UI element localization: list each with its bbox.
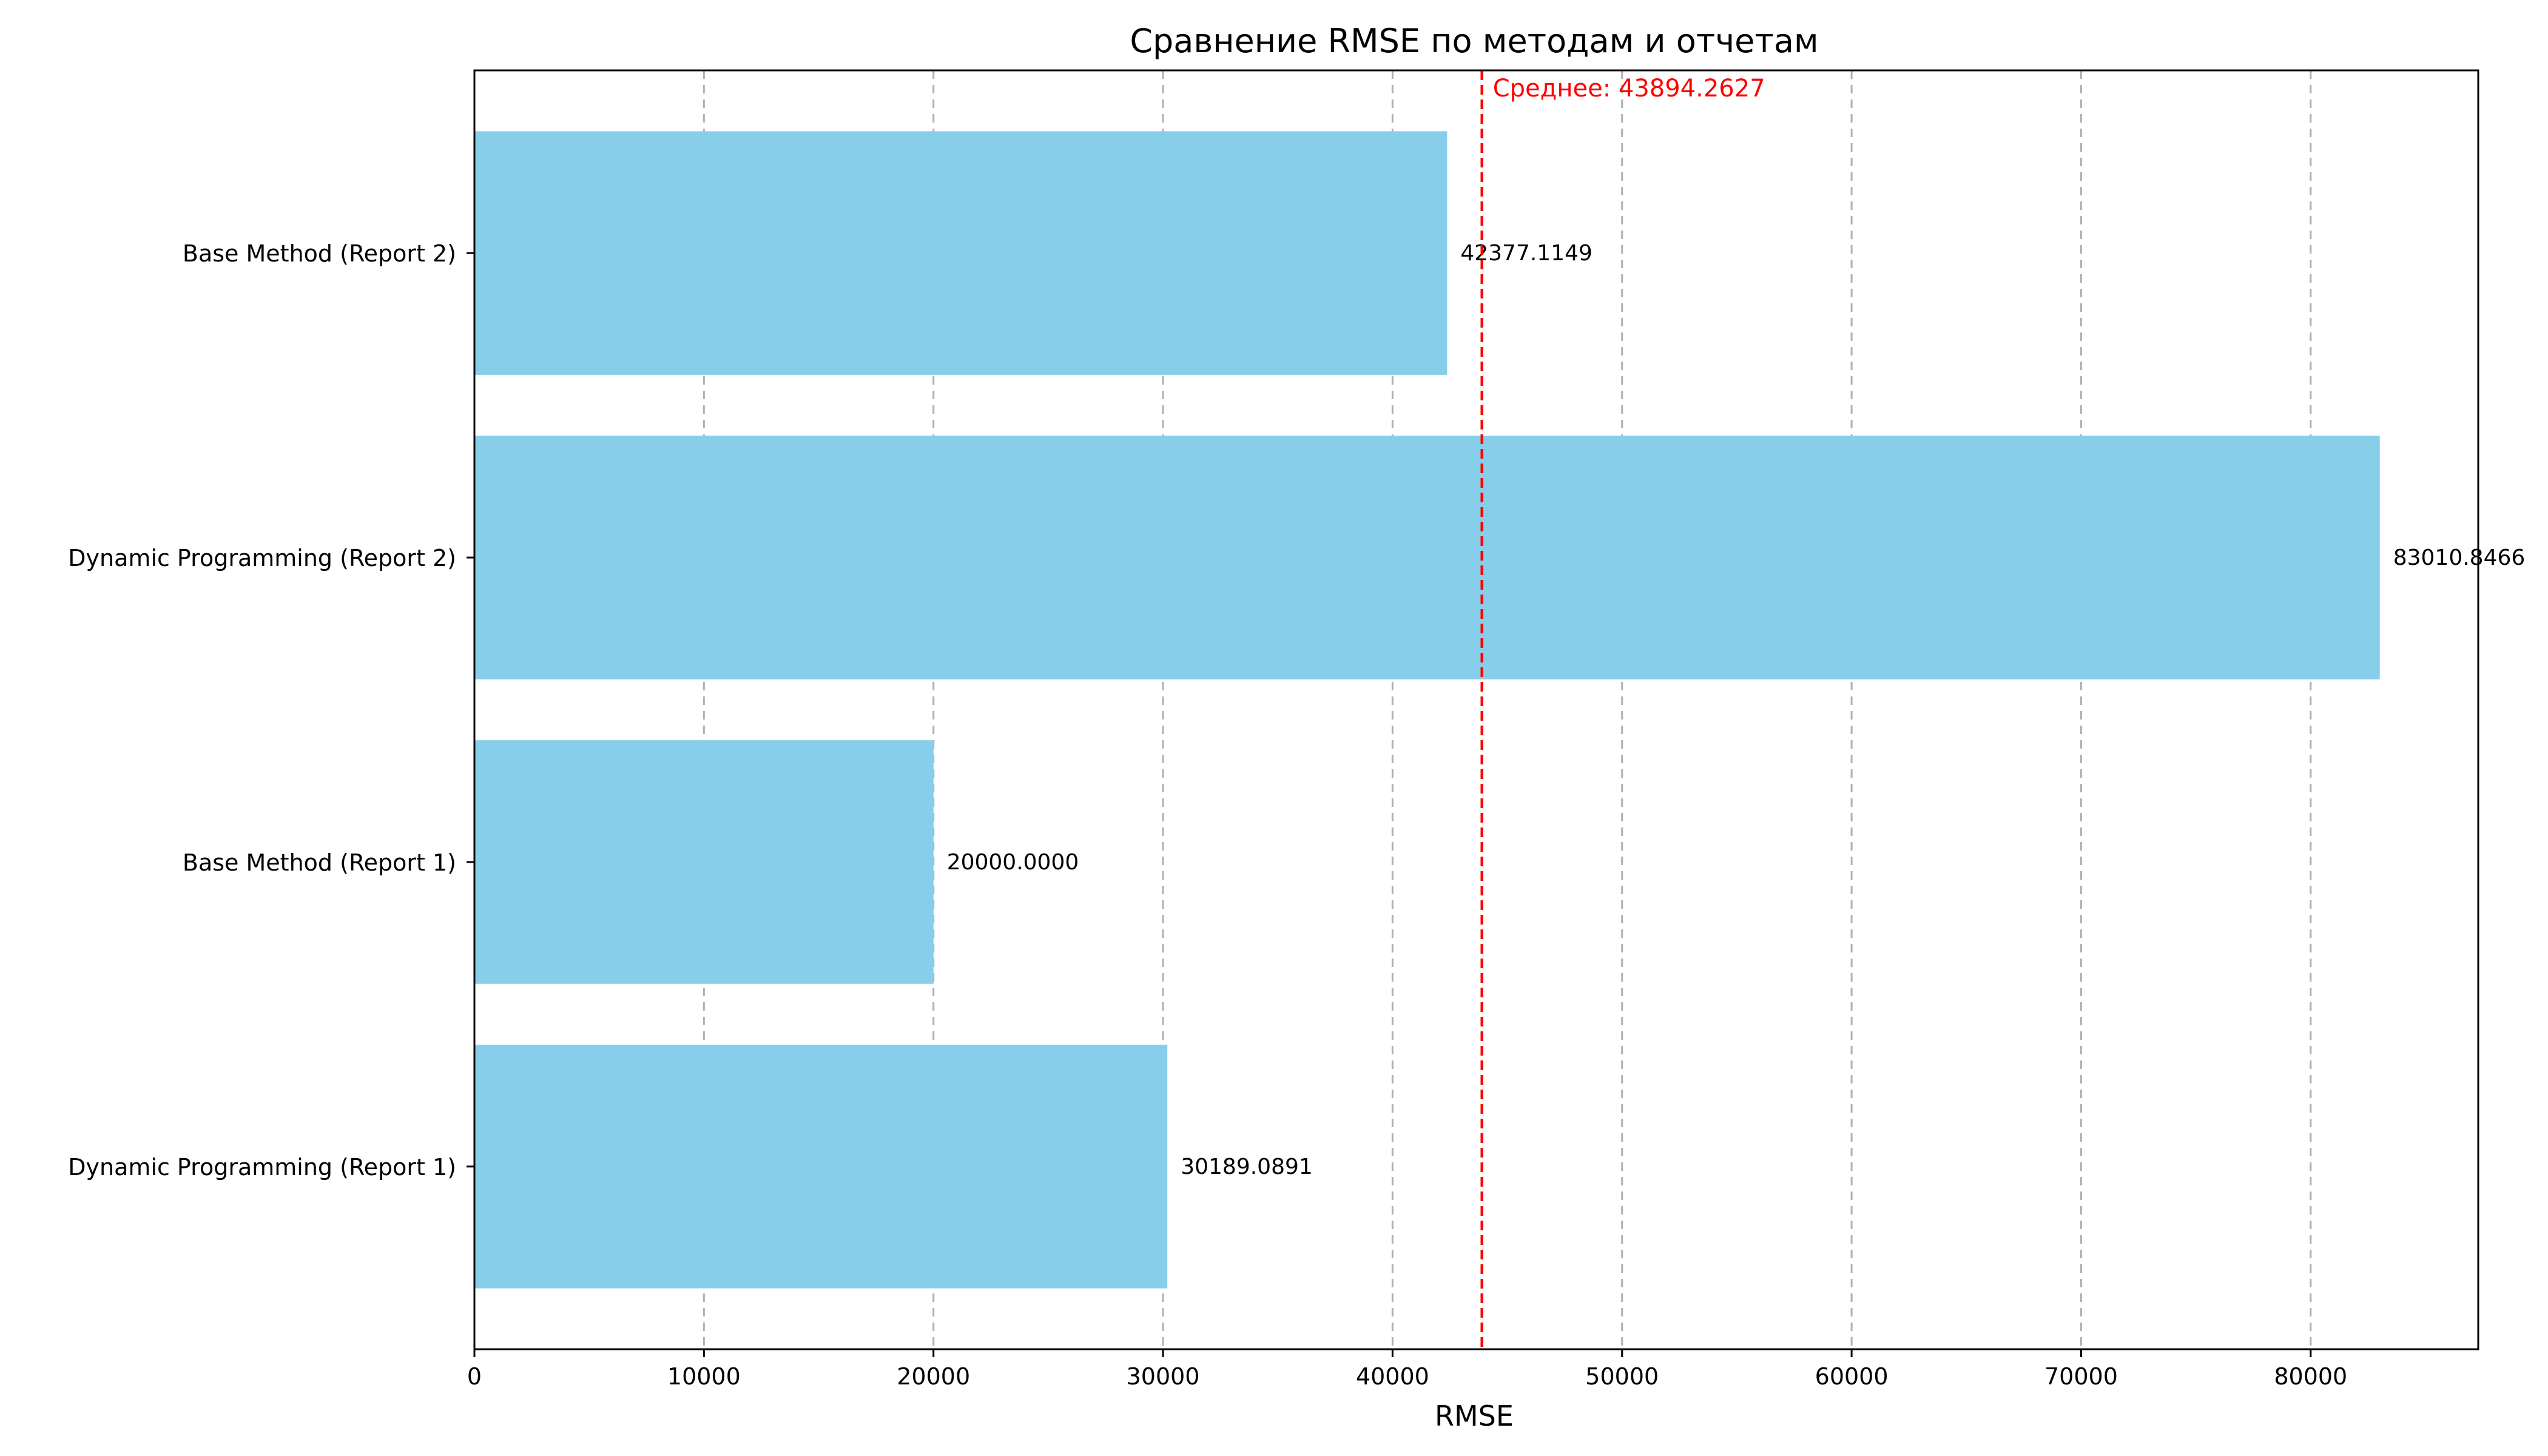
x-tick-label: 60000: [1815, 1363, 1889, 1390]
chart-title: Сравнение RMSE по методам и отчетам: [1130, 22, 1818, 60]
x-tick-label: 80000: [2274, 1363, 2347, 1390]
tick-layer: 0 10000 20000 30000 40000 50000 60000 70000 8000…: [68, 240, 2347, 1390]
bar: [474, 1045, 1168, 1289]
x-tick-label: 30000: [1127, 1363, 1200, 1390]
mean-label: Среднее: 43894.2627: [1493, 75, 1765, 103]
y-tick-label: Dynamic Programming (Report 1): [68, 1154, 456, 1181]
x-tick-label: 50000: [1585, 1363, 1659, 1390]
x-tick-label: 0: [467, 1363, 482, 1390]
x-tick-label: 40000: [1356, 1363, 1429, 1390]
y-tick-label: Base Method (Report 1): [183, 849, 456, 876]
bar-value-label: 20000.0000: [947, 850, 1079, 875]
bar-value-label: 83010.8466: [2393, 545, 2526, 570]
bar: [474, 131, 1448, 375]
bar-value-label: 30189.0891: [1181, 1154, 1313, 1179]
x-axis-label: RMSE: [1435, 1400, 1514, 1432]
bar: [474, 740, 934, 984]
mean-layer: Среднее: 43894.2627: [1480, 70, 1765, 1349]
x-tick-label: 20000: [897, 1363, 970, 1390]
y-tick-label: Dynamic Programming (Report 2): [68, 545, 456, 571]
bar: [474, 436, 2380, 679]
x-tick-label: 70000: [2044, 1363, 2118, 1390]
x-tick-label: 10000: [667, 1363, 741, 1390]
bar-value-label: 42377.1149: [1460, 241, 1592, 266]
y-tick-label: Base Method (Report 2): [183, 240, 456, 267]
plot-frame: [473, 69, 2479, 1350]
bar-layer: 30189.0891 20000.0000 83010.8466 42377.1149: [474, 131, 2526, 1289]
